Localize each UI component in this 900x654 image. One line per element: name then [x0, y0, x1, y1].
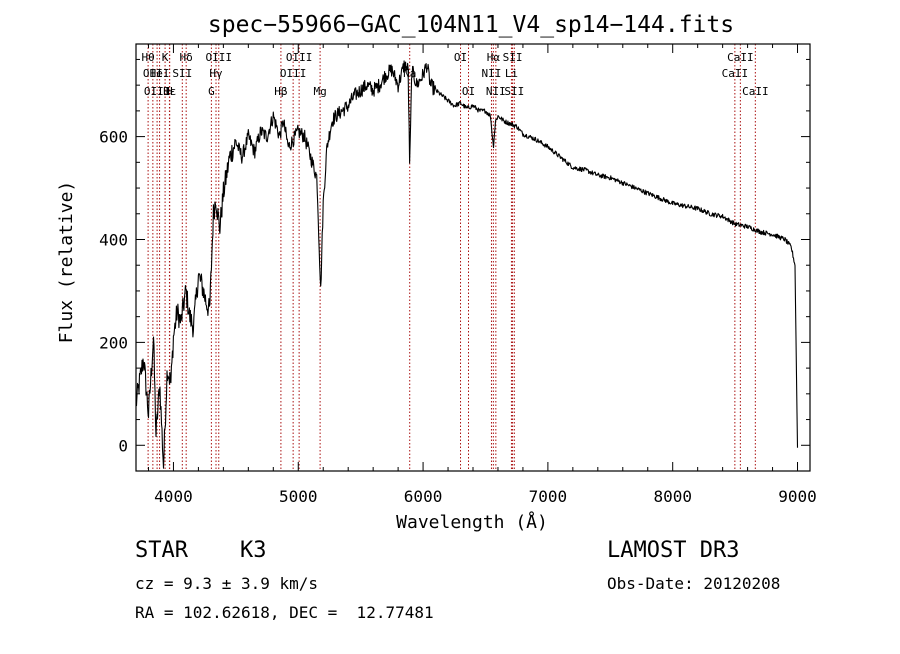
x-tick-label: 6000 — [404, 487, 443, 506]
line-marker-label: K — [162, 51, 169, 64]
line-marker-label: NII — [482, 67, 502, 80]
y-axis: 0 200 400 600 — [99, 58, 810, 455]
line-marker-label: CaII — [742, 85, 769, 98]
observation-date: Obs-Date: 20120208 — [607, 574, 781, 593]
line-marker-label: H — [166, 85, 173, 98]
line-marker-label: OI — [454, 51, 467, 64]
line-marker-label: OII — [143, 67, 163, 80]
line-marker-label: OI — [462, 85, 475, 98]
line-marker-label: Li — [505, 67, 518, 80]
line-marker-label: Mg — [313, 85, 326, 98]
line-marker-label: Hα — [487, 51, 501, 64]
x-tick-label: 4000 — [154, 487, 193, 506]
line-marker-label: Hγ — [209, 67, 223, 80]
y-tick-label: 200 — [99, 333, 128, 352]
line-marker-label: Hδ — [180, 51, 193, 64]
spectrum-line — [135, 60, 799, 469]
line-marker-label: Hβ — [274, 85, 288, 98]
line-marker-label: SII — [504, 85, 524, 98]
line-marker-label: CaII — [727, 51, 754, 64]
x-axis: 4000 5000 6000 7000 8000 9000 — [147, 44, 817, 506]
x-tick-label: 5000 — [279, 487, 318, 506]
line-marker-label: NII — [486, 85, 506, 98]
line-marker-label: OIII — [206, 51, 233, 64]
y-tick-label: 600 — [99, 128, 128, 147]
line-markers — [147, 44, 756, 471]
line-marker-label: G — [208, 85, 215, 98]
y-tick-label: 0 — [118, 436, 128, 455]
line-marker-label: SII — [172, 67, 192, 80]
line-marker-label: OIII — [144, 85, 171, 98]
line-marker-label: Hθ — [141, 51, 154, 64]
x-tick-label: 9000 — [778, 487, 817, 506]
chart-title: spec−55966−GAC_104N11_V4_sp14−144.fits — [208, 12, 734, 38]
line-marker-label: CaII — [722, 67, 749, 80]
coordinates-readout: RA = 102.62618, DEC = 12.77481 — [135, 603, 434, 622]
object-subclass: K3 — [240, 538, 267, 563]
plot-frame — [135, 43, 811, 472]
y-tick-label: 400 — [99, 230, 128, 249]
line-marker-labels: Hθ OII OIII HeI K HεH SII Hδ G Hγ OIII Hβ OIII OIII Mg… — [141, 51, 768, 98]
redshift-readout: cz = 9.3 ± 3.9 km/s — [135, 574, 319, 593]
line-marker-label: Hε — [163, 85, 176, 98]
line-marker-label: SII — [503, 51, 523, 64]
x-tick-label: 7000 — [529, 487, 568, 506]
survey-name: LAMOST DR3 — [607, 538, 740, 563]
line-marker-label: OIII — [286, 51, 313, 64]
x-tick-label: 8000 — [653, 487, 692, 506]
line-marker-label: OIII — [280, 67, 307, 80]
x-axis-label: Wavelength (Å) — [396, 511, 548, 533]
object-class: STAR — [135, 538, 188, 563]
line-marker-label: HeI — [150, 67, 170, 80]
y-axis-label: Flux (relative) — [56, 181, 77, 344]
